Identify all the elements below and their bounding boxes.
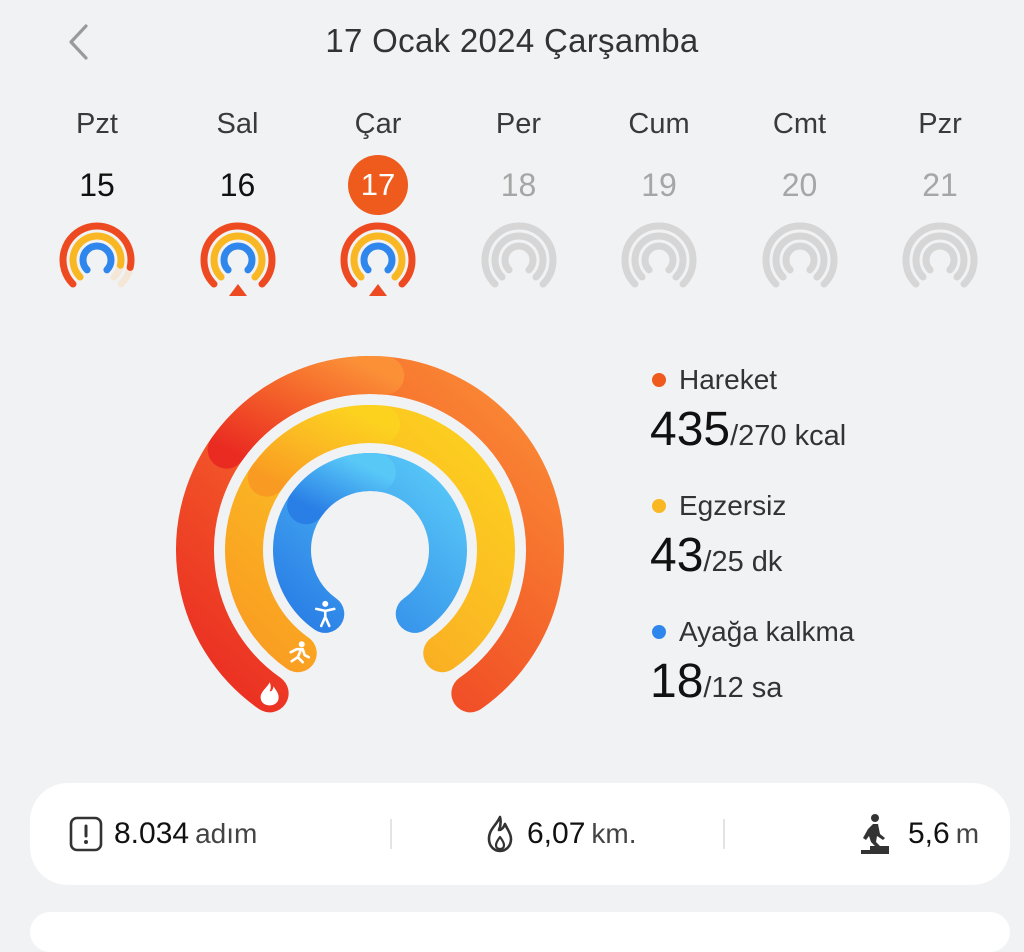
- selected-date-badge: 17: [348, 155, 408, 215]
- page-title: 17 Ocak 2024 Çarşamba: [325, 22, 699, 59]
- distance-unit: km.: [591, 818, 637, 849]
- day-20[interactable]: Cmt 20: [730, 100, 870, 300]
- exercise-dot: [652, 499, 666, 513]
- day-number: 19: [641, 167, 677, 203]
- day-name: Pzr: [918, 108, 962, 140]
- mini-activity-ring: [902, 222, 978, 288]
- day-name: Cum: [628, 108, 690, 140]
- day-number: 18: [500, 167, 537, 203]
- move-goal: /270 kcal: [730, 420, 847, 452]
- header: 17 Ocak 2024 Çarşamba: [0, 0, 1024, 90]
- day-number: 20: [781, 167, 818, 203]
- day-21[interactable]: Pzr 21: [870, 100, 1010, 300]
- day-16[interactable]: Sal 16: [168, 100, 308, 300]
- divider: [723, 819, 725, 849]
- stand-value: 18: [650, 655, 704, 708]
- activity-legend: Hareket 435/270 kcal Egzersiz 43/25 dk A…: [650, 360, 1010, 738]
- steps-value: 8.034: [114, 817, 190, 850]
- legend-stand: Ayağa kalkma 18/12 sa: [650, 612, 1010, 738]
- climb-value: 5,6: [908, 817, 950, 850]
- steps-unit: adım: [195, 818, 258, 849]
- next-card: [30, 912, 1010, 952]
- running-icon: [289, 641, 311, 664]
- day-name: Çar: [354, 108, 402, 140]
- day-17[interactable]: Çar 17: [308, 100, 448, 300]
- stand-dot: [652, 625, 666, 639]
- move-dot: [652, 373, 666, 387]
- day-name: Sal: [216, 108, 259, 140]
- stand-goal: /12 sa: [703, 672, 783, 704]
- exercise-ring-overlap: [247, 405, 400, 497]
- steps-stat: 8.034 adım: [68, 783, 257, 885]
- stairs-icon: [861, 814, 889, 854]
- move-ring-overlap: [207, 356, 405, 469]
- mini-activity-ring: [340, 222, 416, 296]
- climb-stat: 5,6 m: [858, 783, 979, 885]
- mini-activity-ring: [621, 222, 697, 288]
- chevron-left-icon: [69, 24, 88, 60]
- mini-activity-ring: [200, 222, 275, 296]
- legend-exercise: Egzersiz 43/25 dk: [650, 486, 1010, 612]
- mini-activity-ring: [762, 222, 837, 288]
- legend-move: Hareket 435/270 kcal: [650, 360, 1010, 486]
- day-name: Pzt: [76, 108, 118, 140]
- activity-rings: [176, 356, 564, 713]
- steps-icon: [69, 816, 103, 852]
- daily-stats-card[interactable]: 8.034 adım 6,07 km. 5,6 m: [30, 783, 1010, 885]
- flame-icon: [260, 682, 279, 706]
- stand-ring-overlap: [287, 453, 396, 525]
- mini-activity-ring: [59, 222, 135, 288]
- day-name: Cmt: [772, 108, 827, 140]
- standing-icon: [314, 600, 336, 628]
- day-15[interactable]: Pzt 15: [27, 100, 167, 300]
- goal-marker: [369, 284, 387, 296]
- day-18[interactable]: Per 18: [449, 100, 589, 300]
- exercise-value: 43: [650, 529, 704, 582]
- day-number: 21: [922, 167, 958, 203]
- exercise-goal: /25 dk: [703, 546, 783, 578]
- back-button[interactable]: [56, 20, 100, 64]
- distance-value: 6,07: [527, 817, 586, 850]
- flame-icon: [487, 815, 513, 853]
- day-number: 15: [79, 167, 115, 203]
- stand-label: Ayağa kalkma: [679, 616, 855, 647]
- move-value: 435: [650, 403, 731, 456]
- day-number: 16: [219, 167, 256, 203]
- distance-stat: 6,07 km.: [482, 783, 637, 885]
- mini-activity-ring: [481, 222, 556, 288]
- climb-unit: m: [955, 818, 980, 849]
- week-strip: Pzt 15 Sal 16 Çar 17 Per 18 Cum 19 Cmt 20 Pzr 21: [27, 100, 1011, 300]
- exercise-label: Egzersiz: [679, 490, 787, 521]
- move-label: Hareket: [679, 364, 778, 395]
- day-19[interactable]: Cum 19: [589, 100, 729, 300]
- goal-marker: [228, 284, 247, 296]
- divider: [390, 819, 392, 849]
- day-name: Per: [495, 108, 542, 140]
